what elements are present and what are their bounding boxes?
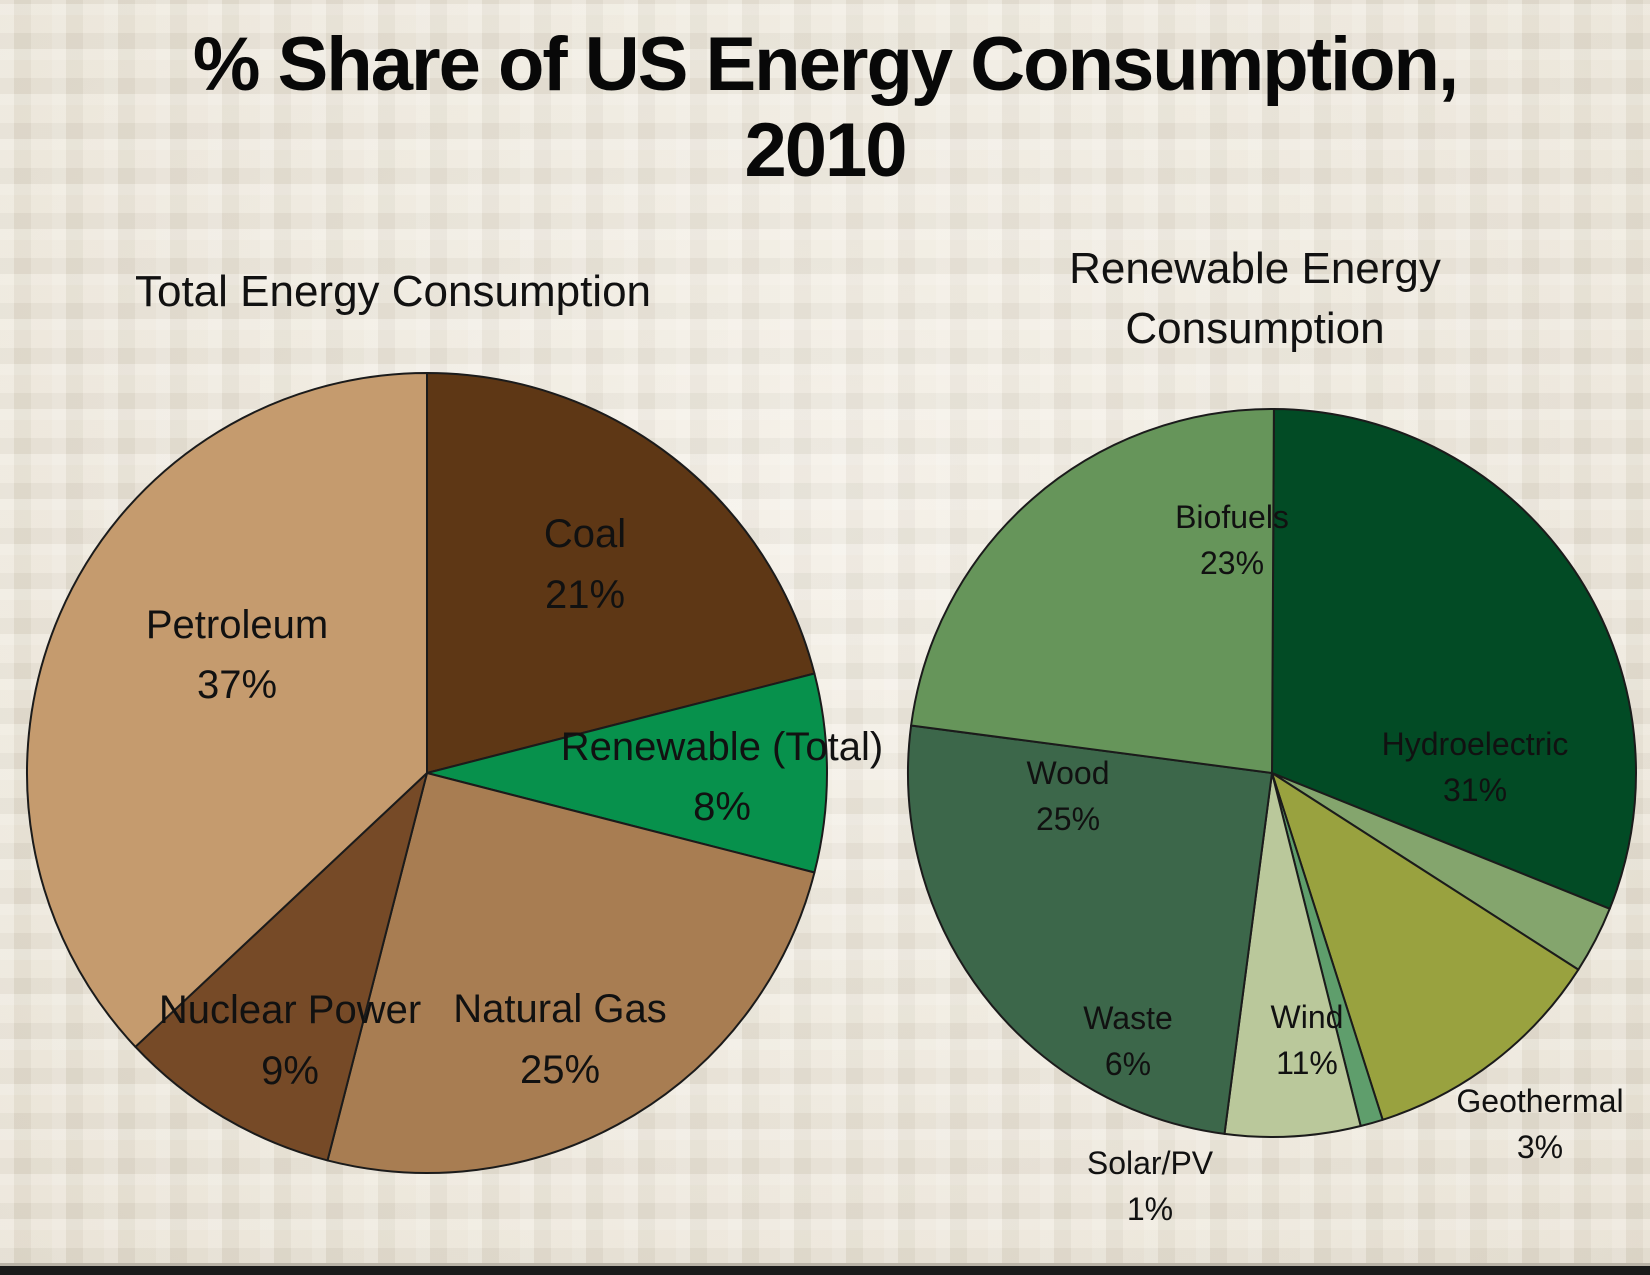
total-label-nuclear-power: Nuclear Power <box>159 988 421 1032</box>
renewable-slice-wood <box>906 724 1273 1135</box>
total-value-renewable-total: 8% <box>693 785 751 829</box>
renewable-pie-title-line-2: Consumption <box>1125 304 1384 353</box>
total-label-coal: Coal <box>544 512 626 556</box>
renewable-value-waste: 6% <box>1105 1046 1151 1082</box>
total-label-petroleum: Petroleum <box>146 603 328 647</box>
renewable-energy-pie: Hydroelectric 31% Geothermal 3% Wind 11% Solar… <box>906 244 1637 1227</box>
total-value-petroleum: 37% <box>197 663 277 707</box>
chart-title-line-2: 2010 <box>744 108 907 193</box>
renewable-slice-hydroelectric <box>1271 408 1637 910</box>
total-slice-nuclear-power <box>134 772 428 1162</box>
total-value-nuclear-power: 9% <box>261 1049 319 1093</box>
renewable-value-solar-pv: 1% <box>1127 1191 1173 1227</box>
renewable-slice-biofuels <box>910 407 1275 774</box>
total-value-coal: 21% <box>545 573 625 617</box>
total-energy-pie: Coal 21% Renewable (Total) 8% Natural Gas 25%… <box>26 267 883 1174</box>
chart-title: % Share of US Energy Consumption, 2010 <box>0 22 1650 194</box>
renewable-label-waste: Waste <box>1083 1000 1173 1036</box>
total-pie-title: Total Energy Consumption <box>135 267 651 316</box>
renewable-label-wood: Wood <box>1026 755 1109 791</box>
renewable-label-hydroelectric: Hydroelectric <box>1382 726 1569 762</box>
renewable-value-hydroelectric: 31% <box>1443 772 1507 808</box>
renewable-value-biofuels: 23% <box>1200 545 1264 581</box>
total-value-natural-gas: 25% <box>520 1048 600 1092</box>
renewable-value-geothermal: 3% <box>1517 1129 1563 1165</box>
chart-title-line-1: % Share of US Energy Consumption, <box>192 22 1459 107</box>
renewable-label-biofuels: Biofuels <box>1175 499 1289 535</box>
renewable-value-wood: 25% <box>1036 801 1100 837</box>
bottom-bar <box>0 1263 1650 1275</box>
renewable-label-wind: Wind <box>1271 999 1344 1035</box>
total-slice-petroleum <box>26 372 428 1048</box>
renewable-label-solar-pv: Solar/PV <box>1087 1145 1214 1181</box>
renewable-value-wind: 11% <box>1276 1045 1338 1081</box>
renewable-label-geothermal: Geothermal <box>1456 1083 1623 1119</box>
total-label-renewable-total: Renewable (Total) <box>561 725 883 769</box>
total-slice-coal <box>426 372 816 774</box>
renewable-slice-waste <box>1223 772 1362 1138</box>
total-slice-natural-gas <box>326 772 816 1174</box>
renewable-pie-title-line-1: Renewable Energy <box>1069 244 1441 293</box>
total-label-natural-gas: Natural Gas <box>453 987 666 1031</box>
total-slice-renewable-total <box>426 672 828 874</box>
renewable-slice-wind <box>1271 772 1580 1121</box>
